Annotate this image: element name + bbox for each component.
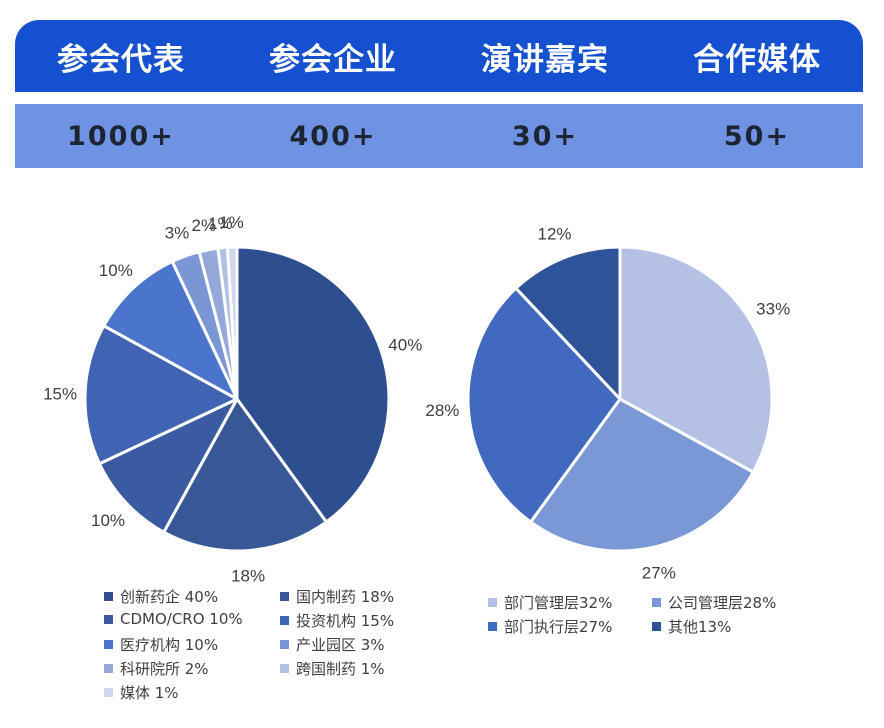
legend-item: CDMO/CRO 10%: [104, 610, 243, 628]
pie-slice: [102, 259, 239, 401]
stat-value-companies: 400+: [289, 120, 377, 152]
legend-swatch: [488, 622, 497, 631]
legend-item: 国内制药 18%: [280, 586, 394, 607]
legend-item: 其他13%: [652, 616, 731, 637]
legend-swatch: [104, 592, 113, 601]
legend-swatch: [104, 640, 113, 649]
legend-swatch: [652, 622, 661, 631]
header-label-companies: 参会企业: [269, 41, 397, 78]
stat-cell: 50+: [651, 121, 863, 152]
header-label-speakers: 演讲嘉宾: [481, 41, 609, 78]
pie-slice-label: 40%: [388, 335, 422, 354]
stats-value-bar: 1000+ 400+ 30+ 50+: [15, 104, 863, 168]
legend-swatch: [104, 688, 113, 697]
pie-slice-label: 33%: [756, 299, 790, 318]
legend-item: 医疗机构 10%: [104, 634, 218, 655]
pie-slice: [162, 397, 328, 553]
stat-value-speakers: 30+: [511, 120, 579, 152]
legend-item: 投资机构 15%: [280, 610, 394, 631]
legend-item: 跨国制药 1%: [280, 658, 385, 679]
legend-label: 媒体 1%: [120, 684, 179, 702]
stat-cell: 30+: [439, 121, 651, 152]
pie-slice-label: 10%: [99, 261, 133, 280]
header-cell: 演讲嘉宾: [439, 34, 651, 79]
legend-item: 部门执行层27%: [488, 616, 612, 637]
legend-label: 投资机构 15%: [296, 612, 395, 630]
pie-slice: [225, 245, 239, 401]
pie-slice: [97, 397, 239, 534]
legend-label: 国内制药 18%: [296, 588, 395, 606]
stat-cell: 1000+: [15, 121, 227, 152]
legend-label: 医疗机构 10%: [120, 636, 219, 654]
legend-item: 公司管理层28%: [652, 592, 776, 613]
legend-item: 创新药企 40%: [104, 586, 218, 607]
pie-slice-label: 28%: [425, 401, 459, 420]
pie-slice: [618, 245, 774, 474]
legend-swatch: [280, 592, 289, 601]
header-cell: 参会代表: [15, 34, 227, 79]
legend-item: 部门管理层32%: [488, 592, 612, 613]
pie-slice-label: 27%: [642, 564, 676, 583]
header-label-delegates: 参会代表: [57, 41, 185, 78]
legend-label: 跨国制药 1%: [296, 660, 385, 678]
legend-swatch: [104, 664, 113, 673]
legend-label: 其他13%: [668, 618, 732, 636]
legend-swatch: [280, 664, 289, 673]
header-label-media: 合作媒体: [693, 41, 821, 78]
legend-swatch: [652, 598, 661, 607]
legend-label: 创新药企 40%: [120, 588, 219, 606]
pie-slice-label: 12%: [537, 225, 571, 244]
pie-slice-label: 2%: [192, 216, 217, 235]
pie-slice-label: 10%: [91, 511, 125, 530]
stats-header-bar: 参会代表 参会企业 演讲嘉宾 合作媒体: [15, 20, 863, 92]
legend-label: 产业园区 3%: [296, 636, 385, 654]
legend-swatch: [488, 598, 497, 607]
pie-slice-label: 15%: [43, 384, 77, 403]
legend-label: 部门执行层27%: [504, 618, 613, 636]
legend-item: 科研院所 2%: [104, 658, 209, 679]
legend-label: 公司管理层28%: [668, 594, 777, 612]
pie-slice-label: 18%: [231, 567, 265, 586]
legend-label: 部门管理层32%: [504, 594, 613, 612]
header-cell: 参会企业: [227, 34, 439, 79]
legend-item: 媒体 1%: [104, 682, 179, 703]
stat-value-delegates: 1000+: [67, 120, 175, 152]
legend-label: 科研院所 2%: [120, 660, 209, 678]
stat-cell: 400+: [227, 121, 439, 152]
legend-swatch: [104, 614, 113, 624]
legend-swatch: [280, 640, 289, 649]
pie-slice-label: 1%: [208, 214, 233, 233]
pie-slice: [83, 324, 239, 466]
legend-label: CDMO/CRO 10%: [120, 610, 243, 628]
stat-value-media: 50+: [723, 120, 791, 152]
legend-swatch: [280, 616, 289, 625]
pie-slice: [235, 245, 391, 524]
header-cell: 合作媒体: [651, 34, 863, 79]
pie-slice-label: 1%: [219, 213, 244, 232]
pie-slice: [466, 286, 622, 524]
pie-slice: [514, 245, 622, 401]
legend-item: 产业园区 3%: [280, 634, 385, 655]
pie-slice-label: 3%: [165, 224, 190, 243]
pie-slice: [529, 397, 755, 553]
